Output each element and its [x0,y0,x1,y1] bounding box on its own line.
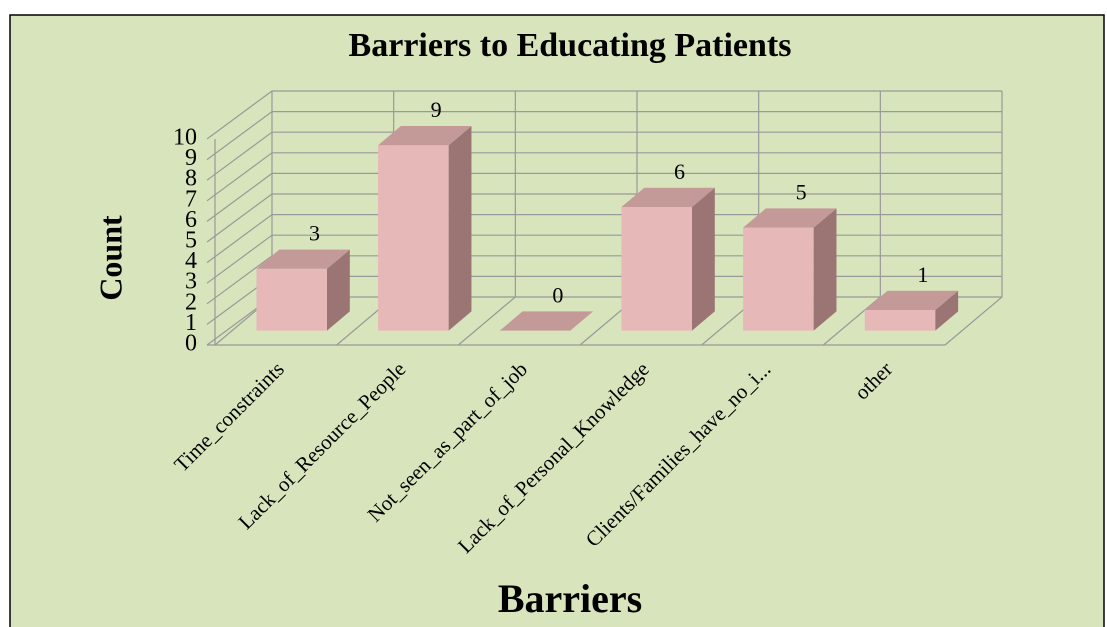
bar-side [448,126,472,331]
bar-side [813,208,837,331]
y-axis-title: Count [92,215,128,301]
data-label: 0 [552,282,563,307]
x-axis-title: Barriers [498,576,642,621]
y-tick-label: 10 [173,125,197,151]
bar-front [621,207,692,331]
y-tick-label: 1 [185,310,197,336]
bar-top [864,290,959,310]
y-tick-label: 0 [185,331,197,357]
bar-top [256,249,350,269]
y-tick-label: 9 [185,145,197,171]
y-tick-label: 5 [185,228,197,254]
data-label: 1 [917,262,928,287]
y-tick-label: 2 [185,289,197,315]
data-label: 9 [431,97,442,122]
bar-side [692,187,715,331]
wall-line [457,91,516,346]
bar-top [378,126,472,146]
bar-front [378,145,449,331]
y-tick-label: 8 [185,166,197,192]
bar-top [743,208,837,228]
bar-side [935,290,959,331]
bar-top [621,187,715,207]
y-tick-label: 6 [185,207,197,233]
y-tick-label: 7 [185,186,197,212]
bar-front [743,227,814,331]
chart-title: Barriers to Educating Patients [349,27,792,64]
y-tick-label: 4 [185,248,197,274]
bar-top [499,311,594,331]
bar-side [327,249,350,331]
y-tick-label: 3 [185,269,197,295]
bar-front [256,268,327,331]
wall-line [944,91,1003,346]
data-label: 3 [309,221,320,246]
data-label: 6 [674,159,685,184]
data-label: 5 [796,179,807,204]
bar-front [864,310,936,331]
